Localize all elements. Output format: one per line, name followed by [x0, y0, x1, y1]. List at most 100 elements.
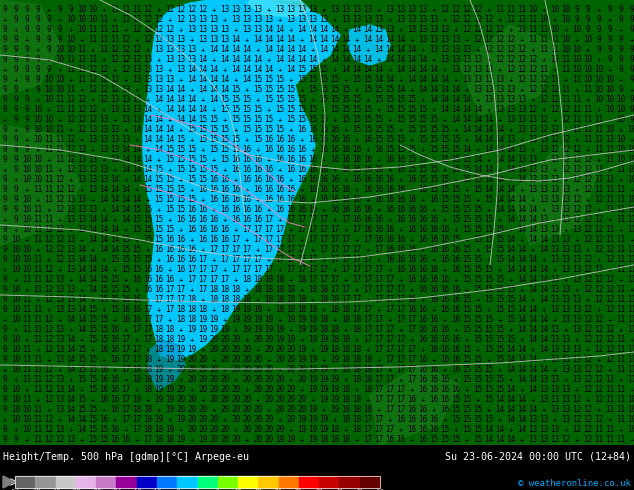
Text: 10: 10 [34, 155, 42, 165]
Text: +: + [421, 97, 425, 103]
Text: 16: 16 [320, 186, 328, 195]
Text: 20: 20 [275, 345, 285, 354]
Text: 14: 14 [408, 46, 417, 54]
Text: 14: 14 [396, 46, 406, 54]
Text: 13: 13 [121, 116, 131, 124]
Text: 16: 16 [418, 336, 427, 344]
Text: 14: 14 [540, 316, 548, 324]
Text: 15: 15 [154, 216, 164, 224]
Text: 13: 13 [275, 5, 285, 15]
Text: 17: 17 [396, 316, 406, 324]
Text: 16: 16 [176, 255, 186, 265]
Text: 13: 13 [573, 366, 581, 374]
Text: +: + [487, 357, 491, 363]
Text: 14: 14 [528, 405, 538, 415]
Text: 14: 14 [221, 46, 230, 54]
Text: 16: 16 [441, 236, 450, 245]
Text: 16: 16 [408, 255, 417, 265]
Text: +: + [157, 257, 161, 263]
Text: 19: 19 [330, 386, 340, 394]
Text: +: + [25, 287, 29, 293]
Text: 14: 14 [231, 55, 241, 65]
Text: 15: 15 [363, 105, 373, 115]
Text: +: + [25, 37, 29, 43]
Text: 17: 17 [165, 295, 174, 304]
Text: 15: 15 [287, 105, 295, 115]
Text: +: + [542, 57, 546, 63]
Text: 9: 9 [14, 166, 18, 174]
Text: 13: 13 [573, 266, 581, 274]
Text: +: + [212, 407, 216, 413]
Text: 19: 19 [264, 325, 274, 335]
Text: +: + [190, 437, 194, 443]
Text: 14: 14 [188, 75, 197, 84]
Text: 12: 12 [583, 336, 593, 344]
Text: 15: 15 [209, 146, 219, 154]
Text: 15: 15 [320, 85, 328, 95]
Text: 12: 12 [583, 225, 593, 234]
Text: 20: 20 [198, 355, 207, 365]
Text: +: + [201, 147, 205, 153]
Text: 11: 11 [34, 436, 42, 444]
Text: 9: 9 [36, 5, 41, 15]
Text: +: + [3, 217, 7, 223]
Text: 16: 16 [110, 355, 120, 365]
Text: +: + [223, 217, 227, 223]
Text: 16: 16 [165, 275, 174, 285]
Text: +: + [47, 107, 51, 113]
Text: 18: 18 [353, 325, 361, 335]
Text: 14: 14 [209, 96, 219, 104]
Text: 14: 14 [275, 55, 285, 65]
Text: 10: 10 [55, 46, 65, 54]
Text: 15: 15 [88, 305, 98, 315]
Text: 18: 18 [341, 316, 351, 324]
Text: 17: 17 [209, 275, 219, 285]
Text: +: + [267, 407, 271, 413]
Text: 16: 16 [209, 236, 219, 245]
Text: +: + [476, 347, 480, 353]
Text: 15: 15 [275, 125, 285, 134]
Polygon shape [0, 0, 60, 95]
Text: 15: 15 [462, 355, 472, 365]
Text: +: + [245, 237, 249, 243]
Text: 13: 13 [287, 5, 295, 15]
Text: +: + [322, 157, 326, 163]
Text: +: + [421, 47, 425, 53]
Text: +: + [69, 27, 73, 33]
Text: +: + [179, 327, 183, 333]
Text: 14: 14 [143, 105, 153, 115]
Text: 17: 17 [385, 305, 394, 315]
Text: 13: 13 [121, 135, 131, 145]
Text: 16: 16 [242, 155, 252, 165]
Text: +: + [201, 297, 205, 303]
Text: +: + [333, 167, 337, 173]
Text: 19: 19 [165, 386, 174, 394]
Text: 12: 12 [67, 135, 75, 145]
Text: 10: 10 [561, 5, 571, 15]
Text: 15: 15 [143, 236, 153, 245]
Text: 16: 16 [441, 305, 450, 315]
Text: 14: 14 [77, 255, 87, 265]
Bar [319, 476, 339, 488]
Text: 14: 14 [264, 25, 274, 34]
Text: 18: 18 [353, 375, 361, 385]
Text: 14: 14 [528, 236, 538, 245]
Text: 15: 15 [474, 325, 482, 335]
Text: 16: 16 [341, 196, 351, 204]
Text: 19: 19 [308, 375, 318, 385]
Text: 13: 13 [573, 245, 581, 254]
Text: +: + [509, 427, 513, 433]
Text: 9: 9 [25, 55, 29, 65]
Polygon shape [143, 0, 340, 360]
Text: 15: 15 [110, 286, 120, 294]
Text: 20: 20 [188, 416, 197, 424]
Text: +: + [91, 197, 95, 203]
Text: 16: 16 [429, 225, 439, 234]
Text: 11: 11 [34, 325, 42, 335]
Text: 14: 14 [528, 225, 538, 234]
Text: 15: 15 [198, 125, 207, 134]
Text: +: + [564, 427, 568, 433]
Text: 16: 16 [231, 155, 241, 165]
Text: 14: 14 [495, 135, 505, 145]
Text: 11: 11 [44, 135, 54, 145]
